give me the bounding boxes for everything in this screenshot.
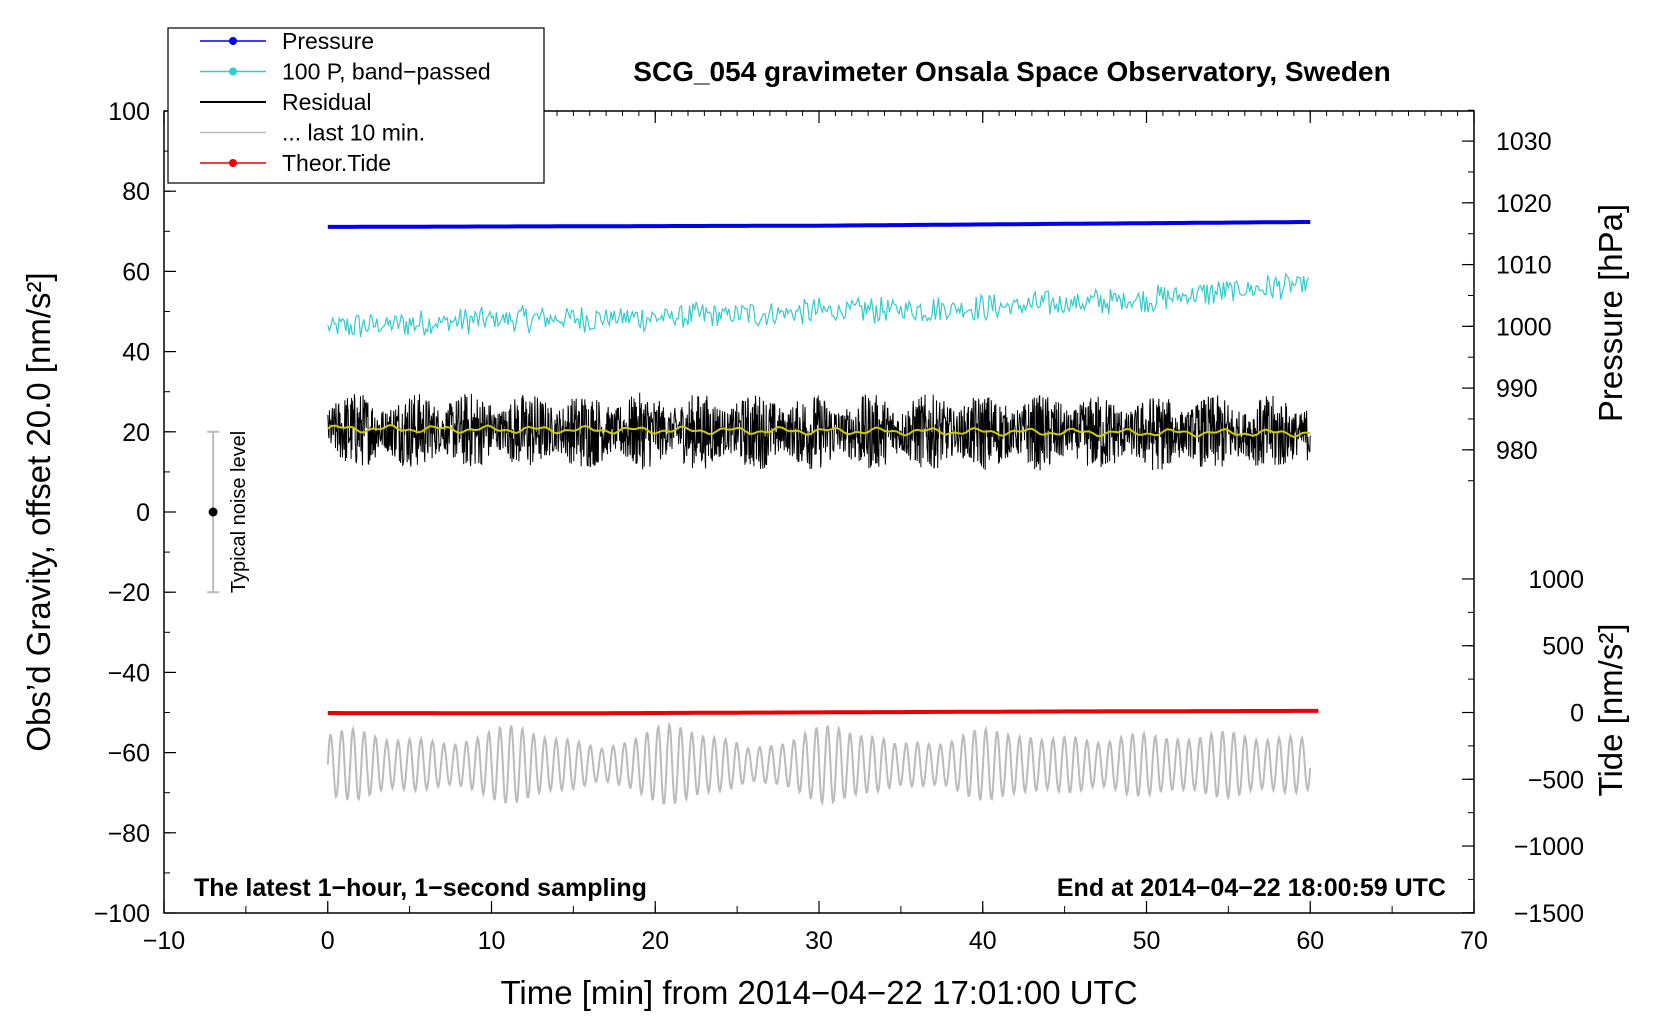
- legend-label: Residual: [282, 89, 372, 115]
- chart-title: SCG_054 gravimeter Onsala Space Observat…: [633, 56, 1390, 87]
- pressure-tick-label: 1010: [1496, 252, 1552, 280]
- y-tick-label: −100: [94, 900, 150, 928]
- tide-axis-title: Tide [nm/s²]: [1592, 624, 1629, 797]
- series-theor-tide: [327, 708, 1319, 716]
- series-100-p-band-passed: [327, 272, 1310, 338]
- legend-box: [167, 27, 545, 184]
- tide-tick-label: 1000: [1528, 566, 1584, 594]
- x-tick-label: 20: [641, 927, 669, 955]
- y-tick-label: −20: [108, 579, 150, 607]
- x-tick-label: 60: [1296, 927, 1324, 955]
- pressure-tick-label: 1020: [1496, 190, 1552, 218]
- x-axis: −10 0 10 20 30 40 50 60 70: [143, 111, 1488, 955]
- tide-tick-label: 0: [1570, 700, 1584, 728]
- legend-marker: [229, 67, 237, 76]
- legend-label: ... last 10 min.: [282, 120, 425, 146]
- y-tick-label: 40: [122, 339, 150, 367]
- x-tick-label: 0: [321, 927, 335, 955]
- pressure-tick-label: 980: [1496, 437, 1538, 465]
- pressure-tick-label: 1030: [1496, 128, 1552, 156]
- noise-bar-center: [208, 507, 218, 517]
- series--last-10-min-: [326, 721, 1312, 807]
- y-axis-left: 100 80 60 40 20 0 −20 −40 −60 −80 −100: [94, 98, 176, 928]
- x-axis-title: Time [min] from 2014−04−22 17:01:00 UTC: [500, 974, 1137, 1011]
- y-tick-label: 20: [122, 419, 150, 447]
- y-tick-label: 100: [108, 98, 150, 126]
- y-tick-label: 0: [136, 499, 150, 527]
- x-tick-label: −10: [143, 927, 185, 955]
- tide-tick-label: −1000: [1514, 833, 1584, 861]
- y-tick-label: −40: [108, 659, 150, 687]
- tide-tick-label: 500: [1542, 633, 1584, 661]
- y-tick-label: 60: [122, 258, 150, 286]
- y-axis-left-title: Obs’d Gravity, offset 20.0 [nm/s²]: [20, 272, 57, 751]
- pressure-tick-label: 1000: [1496, 313, 1552, 341]
- legend-marker: [229, 37, 237, 45]
- legend-label: Pressure: [282, 28, 374, 54]
- y-tick-label: −60: [108, 740, 150, 768]
- tide-tick-label: −500: [1528, 766, 1584, 794]
- pressure-axis: 1030 1020 1010 1000 990 980: [1462, 109, 1552, 482]
- noise-bar-label: Typical noise level: [228, 431, 250, 593]
- annotation-bottom-left: The latest 1−hour, 1−second sampling: [194, 874, 647, 902]
- x-tick-label: 40: [969, 927, 997, 955]
- pressure-axis-title: Pressure [hPa]: [1592, 204, 1629, 422]
- series-residual: [327, 392, 1311, 471]
- y-tick-label: −80: [108, 820, 150, 848]
- series-layer: [326, 220, 1319, 807]
- x-tick-label: 50: [1133, 927, 1161, 955]
- annotation-bottom-right: End at 2014−04−22 18:00:59 UTC: [1057, 874, 1446, 902]
- series-pressure: [327, 220, 1311, 229]
- x-tick-label: 70: [1460, 927, 1488, 955]
- x-tick-label: 30: [805, 927, 833, 955]
- legend-label: 100 P, band−passed: [282, 59, 491, 85]
- series-running-mean: [327, 424, 1311, 438]
- legend-marker: [229, 159, 237, 167]
- legend: Pressure 100 P, band−passed Residual ... la…: [167, 27, 545, 184]
- x-tick-label: 10: [478, 927, 506, 955]
- pressure-tick-label: 990: [1496, 375, 1538, 403]
- tide-axis: 1000 500 0 −500 −1000 −1500: [1462, 566, 1584, 928]
- tide-tick-label: −1500: [1514, 900, 1584, 928]
- legend-label: Theor.Tide: [282, 150, 391, 176]
- y-tick-label: 80: [122, 178, 150, 206]
- noise-bar: Typical noise level: [207, 430, 250, 594]
